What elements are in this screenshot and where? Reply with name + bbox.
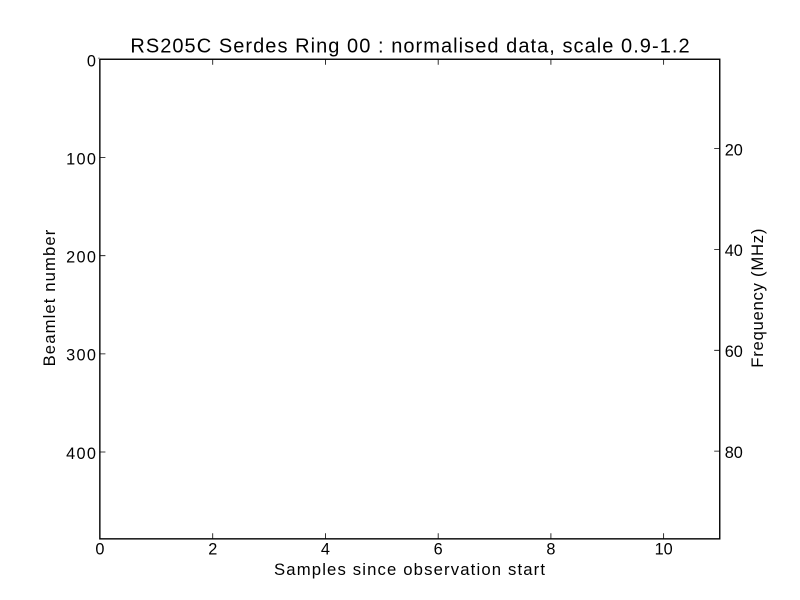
svg-text:300: 300 xyxy=(66,347,97,365)
svg-text:0: 0 xyxy=(87,52,97,70)
svg-text:40: 40 xyxy=(725,242,743,260)
svg-text:80: 80 xyxy=(725,444,743,462)
svg-text:Frequency (MHz): Frequency (MHz) xyxy=(748,228,767,368)
svg-text:6: 6 xyxy=(434,541,443,559)
svg-text:Beamlet number: Beamlet number xyxy=(40,229,59,367)
svg-text:200: 200 xyxy=(66,248,97,266)
svg-text:60: 60 xyxy=(725,343,743,361)
svg-text:4: 4 xyxy=(321,541,330,559)
svg-text:8: 8 xyxy=(546,541,555,559)
svg-text:RS205C Serdes Ring 00 : normal: RS205C Serdes Ring 00 : normalised data,… xyxy=(130,36,690,58)
svg-text:100: 100 xyxy=(66,150,97,168)
svg-text:2: 2 xyxy=(208,541,217,559)
svg-text:Samples since observation star: Samples since observation start xyxy=(274,560,546,579)
svg-text:400: 400 xyxy=(66,445,97,463)
svg-text:20: 20 xyxy=(725,141,743,159)
svg-text:0: 0 xyxy=(95,541,104,559)
svg-text:10: 10 xyxy=(655,541,673,559)
